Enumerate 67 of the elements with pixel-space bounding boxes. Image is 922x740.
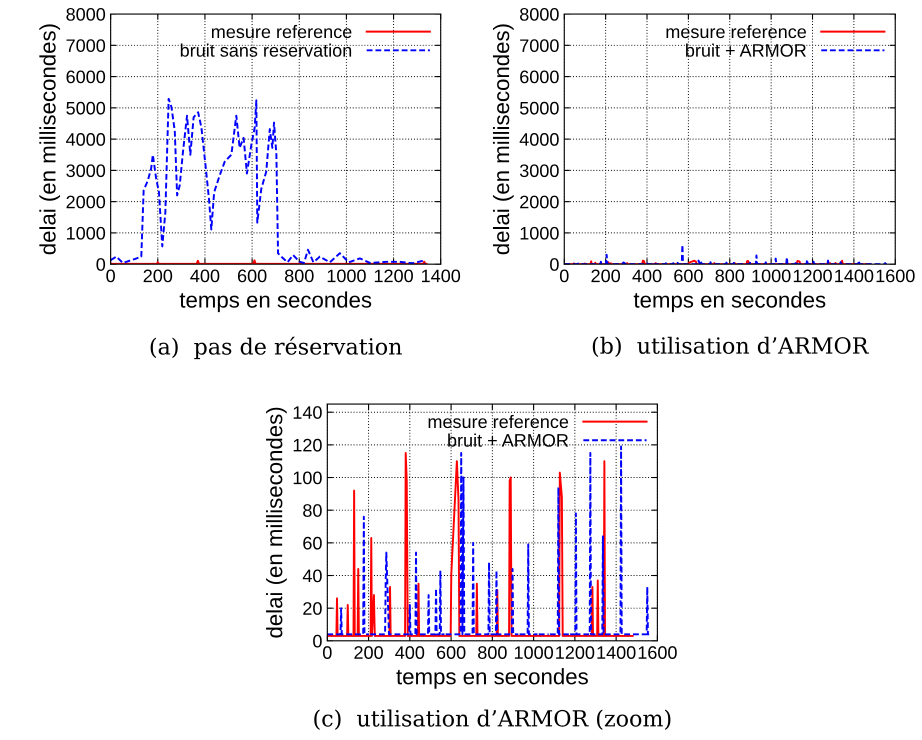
text: (b) utilisation d’ARMOR [592, 336, 870, 358]
x-tick-label: 1400 [835, 270, 874, 282]
x-axis-title: temps en secondes [396, 668, 588, 689]
y-axis-title: delai (en millisecondes) [492, 24, 514, 254]
text: (a) pas de réservation [150, 336, 402, 360]
y-tick-label: 4000 [520, 133, 559, 146]
line-series [110, 98, 426, 264]
y-tick-label: 3000 [66, 164, 106, 178]
y-axis-title: delai (en millisecondes) [266, 408, 287, 638]
y-tick-label: 1000 [520, 226, 559, 240]
x-tick-label: 1600 [876, 270, 915, 282]
y-tick-label: 3000 [520, 164, 559, 178]
y-tick-label: 100 [294, 471, 322, 484]
y-tick-label: 140 [294, 406, 322, 419]
x-tick-label: 400 [632, 270, 662, 282]
y-tick-label: 0 [313, 634, 322, 648]
x-tick-label: 800 [284, 270, 314, 282]
x-tick-label: 0 [322, 646, 332, 659]
y-tick-label: 1000 [66, 226, 106, 240]
y-tick-label: 60 [303, 536, 322, 550]
y-tick-label: 80 [303, 504, 322, 517]
x-tick-label: 1600 [638, 646, 677, 659]
y-tick-label: 2000 [520, 196, 559, 208]
x-tick-label: 1400 [597, 646, 636, 659]
y-tick-label: 8000 [520, 8, 559, 21]
legend-label: mesure reference [666, 24, 806, 38]
x-tick-label: 1200 [374, 270, 413, 282]
text: (c) utilisation d’ARMOR (zoom) [314, 710, 670, 730]
y-tick-label: 6000 [520, 70, 559, 84]
line-series [564, 244, 888, 264]
x-tick-label: 400 [190, 270, 220, 282]
y-tick-label: 0 [550, 258, 559, 271]
legend-label: mesure reference [428, 414, 568, 428]
y-tick-label: 7000 [66, 39, 106, 52]
x-tick-label: 600 [674, 270, 703, 282]
y-tick-label: 5000 [520, 102, 559, 115]
y-tick-label: 2000 [66, 196, 106, 208]
y-tick-label: 0 [96, 258, 106, 271]
x-tick-label: 1200 [794, 270, 832, 282]
y-tick-label: 120 [294, 438, 322, 452]
y-tick-label: 8000 [66, 8, 106, 21]
x-tick-label: 0 [560, 270, 569, 282]
y-tick-label: 7000 [520, 39, 559, 52]
x-tick-label: 200 [144, 270, 172, 282]
x-axis-title: temps en secondes [180, 291, 372, 312]
x-tick-label: 400 [395, 646, 424, 659]
x-tick-label: 1000 [752, 270, 791, 282]
legend-label: mesure reference [212, 24, 352, 38]
x-tick-label: 1200 [556, 646, 594, 659]
y-tick-label: 6000 [66, 70, 106, 84]
y-tick-label: 5000 [66, 102, 106, 115]
x-tick-label: 600 [436, 646, 466, 659]
x-tick-label: 1000 [328, 270, 366, 282]
y-tick-label: 20 [303, 602, 322, 615]
legend-label: bruit + ARMOR [686, 44, 806, 57]
x-tick-label: 1400 [422, 270, 460, 282]
legend-label: bruit sans reservation [180, 44, 352, 57]
x-tick-label: 800 [715, 270, 744, 282]
x-tick-label: 200 [591, 270, 620, 282]
x-tick-label: 200 [354, 646, 383, 659]
x-tick-label: 800 [478, 646, 507, 659]
x-axis-title: temps en secondes [634, 291, 826, 312]
y-tick-label: 4000 [66, 133, 106, 146]
x-tick-label: 600 [238, 270, 266, 282]
x-tick-label: 0 [106, 270, 115, 282]
y-axis-title: delai (en millisecondes) [39, 24, 60, 254]
y-tick-label: 40 [302, 569, 322, 582]
